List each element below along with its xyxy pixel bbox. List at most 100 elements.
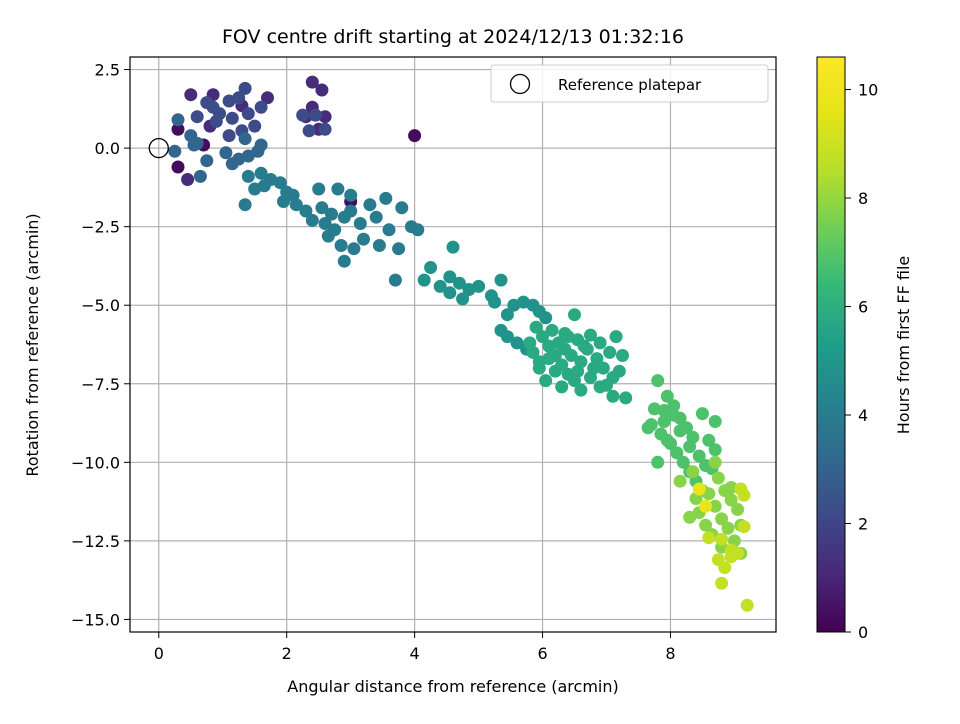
data-point (443, 286, 457, 300)
data-point (708, 499, 722, 513)
data-point (238, 81, 252, 95)
data-point (737, 520, 751, 534)
y-tick-label: −2.5 (81, 218, 120, 237)
plot-frame (129, 56, 777, 633)
data-point (305, 213, 319, 227)
data-point (363, 198, 377, 212)
data-point (555, 380, 569, 394)
legend-marker-reference (509, 73, 531, 95)
legend-label-reference: Reference platepar (558, 76, 702, 94)
data-point (379, 191, 393, 205)
x-axis-ticks: 0 2 4 6 8 (154, 632, 676, 663)
data-point (731, 503, 745, 516)
y-axis-label: Rotation from reference (arcmin) (23, 213, 42, 476)
data-point (724, 481, 738, 494)
data-point (225, 157, 239, 171)
data-point (568, 308, 581, 322)
data-point (651, 374, 665, 388)
data-point (184, 88, 198, 102)
data-point (337, 210, 351, 224)
data-point (171, 160, 185, 174)
data-point (248, 119, 262, 133)
data-point (353, 217, 367, 230)
colorbar-label: Hours from first FF file (894, 256, 913, 435)
data-point (724, 550, 738, 564)
colorbar-gradient (816, 56, 846, 633)
data-point (334, 239, 348, 252)
data-point (392, 242, 406, 256)
data-point (711, 471, 725, 485)
data-point (190, 110, 204, 124)
data-point (357, 232, 370, 246)
data-point (667, 408, 681, 422)
data-point (452, 276, 466, 290)
data-point (648, 402, 661, 416)
data-point (277, 195, 290, 208)
data-point (171, 122, 185, 136)
data-point (472, 279, 486, 293)
data-point (651, 455, 665, 469)
data-point (715, 512, 729, 526)
colorbar-tick-label: 6 (858, 298, 868, 317)
x-tick-label: 2 (282, 644, 292, 663)
colorbar-tick-label: 2 (858, 515, 868, 534)
y-axis-ticks: 2.5 0.0 −2.5 −5.0 −7.5 −10.0 −12.5 −15.0 (71, 61, 130, 629)
data-point (219, 146, 233, 160)
data-point (686, 465, 700, 479)
data-point (539, 311, 553, 325)
data-point (609, 330, 623, 344)
data-point (408, 129, 422, 143)
data-point (577, 339, 591, 353)
data-point (542, 352, 556, 366)
data-point (641, 421, 655, 435)
data-point (715, 532, 729, 546)
x-tick-label: 8 (665, 644, 675, 663)
y-tick-label: 0.0 (95, 139, 120, 158)
data-point (417, 273, 431, 287)
data-point (209, 114, 223, 128)
data-point (443, 270, 457, 284)
data-point (315, 83, 329, 97)
data-point (289, 198, 303, 212)
colorbar-tick-label: 0 (858, 623, 868, 642)
data-point (222, 94, 236, 108)
data-point (657, 404, 671, 417)
data-point (337, 254, 351, 268)
data-point (676, 455, 690, 469)
data-point (241, 107, 255, 121)
data-point (318, 217, 332, 230)
data-point (667, 399, 681, 413)
data-point (657, 415, 671, 428)
data-point (596, 361, 610, 375)
data-point (561, 330, 575, 344)
y-tick-label: −12.5 (71, 532, 120, 551)
data-point (241, 169, 255, 183)
data-point (708, 443, 722, 457)
data-point (181, 173, 195, 186)
data-point (683, 510, 697, 524)
data-point (433, 279, 447, 293)
data-point (488, 295, 502, 309)
data-point (238, 198, 252, 212)
data-point (619, 391, 633, 405)
data-point (510, 336, 524, 350)
data-point (670, 446, 684, 460)
data-point (200, 154, 214, 168)
data-point (254, 138, 268, 152)
data-point (321, 229, 335, 243)
y-tick-label: −10.0 (71, 453, 120, 472)
data-point (673, 474, 687, 488)
data-point (673, 424, 687, 438)
data-point (238, 132, 252, 146)
data-point (424, 261, 438, 274)
data-point (606, 389, 620, 403)
grid (130, 57, 776, 632)
data-point (545, 323, 559, 337)
data-point (532, 361, 546, 375)
data-point (225, 111, 239, 125)
colorbar-tick-label: 8 (858, 189, 868, 208)
data-point (171, 113, 185, 127)
data-point (571, 364, 585, 378)
data-point (369, 210, 383, 224)
